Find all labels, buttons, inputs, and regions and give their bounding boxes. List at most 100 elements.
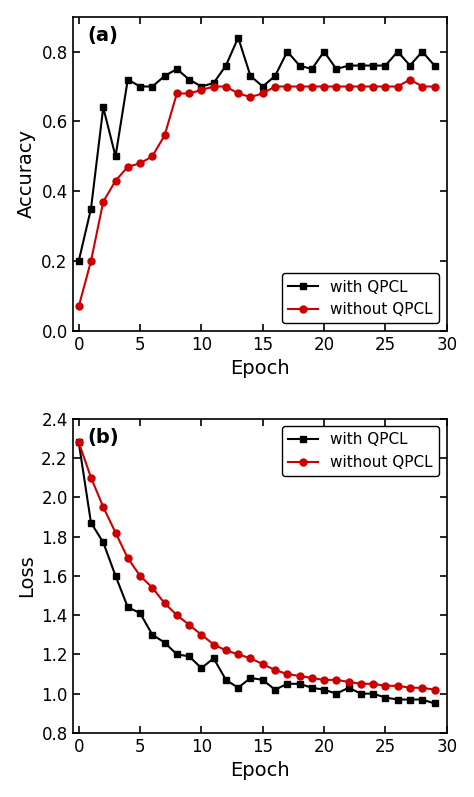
without QPCL [223,82,229,92]
without QPCL [334,675,339,685]
without QPCL [247,92,253,102]
with QPCL [199,663,204,673]
without QPCL [199,85,204,95]
without QPCL [432,82,438,92]
without QPCL [247,654,253,663]
without QPCL [395,82,401,92]
with QPCL [260,675,265,685]
without QPCL [174,611,180,620]
with QPCL [149,82,155,92]
with QPCL [174,650,180,659]
with QPCL [432,699,438,709]
with QPCL [88,204,94,214]
with QPCL [76,438,82,447]
Line: without QPCL: without QPCL [75,76,438,310]
without QPCL [297,82,302,92]
with QPCL [247,673,253,683]
with QPCL [223,675,229,685]
with QPCL [186,75,192,84]
without QPCL [297,671,302,681]
without QPCL [284,82,290,92]
without QPCL [125,553,131,563]
with QPCL [432,61,438,70]
with QPCL [125,75,131,84]
without QPCL [76,302,82,312]
with QPCL [247,71,253,80]
Line: without QPCL: without QPCL [75,439,438,693]
with QPCL [100,103,106,112]
without QPCL [211,640,217,650]
without QPCL [186,620,192,630]
X-axis label: Epoch: Epoch [230,761,290,780]
without QPCL [321,675,327,685]
without QPCL [236,88,241,98]
without QPCL [419,82,425,92]
without QPCL [149,151,155,161]
with QPCL [346,683,351,693]
with QPCL [162,638,167,647]
with QPCL [236,33,241,42]
with QPCL [236,683,241,693]
with QPCL [395,695,401,705]
without QPCL [260,88,265,98]
without QPCL [113,176,118,186]
with QPCL [309,65,315,74]
with QPCL [162,71,167,80]
with QPCL [149,630,155,639]
Y-axis label: Accuracy: Accuracy [17,129,36,218]
without QPCL [383,681,388,690]
with QPCL [284,47,290,57]
with QPCL [113,571,118,580]
without QPCL [137,159,143,168]
without QPCL [137,571,143,580]
without QPCL [419,683,425,693]
with QPCL [137,608,143,618]
without QPCL [309,82,315,92]
with QPCL [211,78,217,88]
Text: (b): (b) [88,428,119,447]
with QPCL [309,683,315,693]
without QPCL [162,599,167,608]
Y-axis label: Loss: Loss [17,555,36,597]
with QPCL [186,651,192,661]
Legend: with QPCL, without QPCL: with QPCL, without QPCL [282,426,439,476]
without QPCL [149,583,155,592]
with QPCL [419,47,425,57]
with QPCL [334,689,339,698]
with QPCL [419,695,425,705]
with QPCL [137,82,143,92]
with QPCL [321,685,327,694]
without QPCL [125,162,131,171]
without QPCL [395,681,401,690]
without QPCL [100,502,106,512]
without QPCL [284,669,290,679]
with QPCL [297,61,302,70]
with QPCL [407,61,413,70]
without QPCL [199,630,204,639]
with QPCL [395,47,401,57]
with QPCL [297,679,302,689]
without QPCL [113,528,118,537]
without QPCL [186,88,192,98]
with QPCL [284,679,290,689]
Legend: with QPCL, without QPCL: with QPCL, without QPCL [282,273,439,324]
with QPCL [358,689,364,698]
with QPCL [272,685,278,694]
without QPCL [432,685,438,694]
Line: with QPCL: with QPCL [75,34,438,265]
with QPCL [100,538,106,548]
X-axis label: Epoch: Epoch [230,359,290,379]
with QPCL [358,61,364,70]
with QPCL [370,689,376,698]
with QPCL [370,61,376,70]
with QPCL [321,47,327,57]
with QPCL [346,61,351,70]
Line: with QPCL: with QPCL [75,439,438,707]
without QPCL [407,683,413,693]
with QPCL [334,65,339,74]
without QPCL [321,82,327,92]
without QPCL [236,650,241,659]
without QPCL [407,75,413,84]
without QPCL [272,82,278,92]
with QPCL [125,603,131,612]
